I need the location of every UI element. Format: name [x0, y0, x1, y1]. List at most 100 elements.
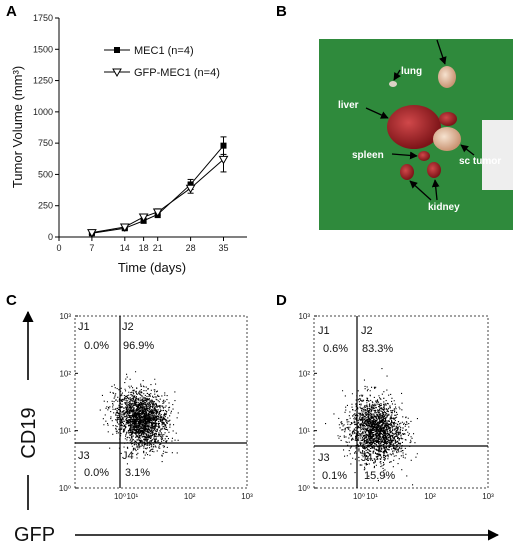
arrow-spleen — [391, 151, 418, 160]
x-tick-label: 10³ — [241, 492, 253, 501]
organ-photo: axillary lung liver spleen sc tumor kidn… — [319, 14, 513, 230]
flow-plot-c-frame — [74, 315, 248, 489]
y-tick-label: 0 — [48, 232, 53, 242]
gate-c-j2-name: J2 — [122, 321, 134, 333]
legend-marker-square — [114, 47, 120, 53]
data-point-triangle — [119, 223, 130, 232]
flow-plot-d-frame — [313, 315, 489, 489]
label-liver: liver — [338, 100, 359, 111]
panel-a-letter: A — [6, 3, 17, 20]
event-dots — [325, 368, 418, 486]
y-tick-label: 10¹ — [59, 427, 71, 436]
arrow-kidney-right — [431, 179, 440, 201]
label-sc-tumor: sc tumor — [459, 156, 501, 167]
liver-sample — [387, 105, 441, 149]
tumor-volume-chart: 0 250 500 750 1000 1250 1500 1750 0 7 14 18 21 28 35 T… — [10, 13, 247, 275]
label-kidney: kidney — [428, 202, 460, 213]
spleen-sample — [418, 151, 430, 161]
gate-d-j4-name: J4 — [361, 452, 373, 464]
gate-c-j4-name: J4 — [122, 450, 134, 462]
gate-c-j3-value: 0.0% — [84, 467, 109, 479]
x-axis-label: Time (days) — [118, 260, 186, 275]
y-tick-label: 1250 — [33, 76, 53, 86]
x-tick-label: 7 — [89, 243, 94, 253]
gate-d-j2-name: J2 — [361, 325, 373, 337]
x-tick-label: 18 — [139, 243, 149, 253]
y-tick-label: 250 — [38, 201, 53, 211]
data-point-triangle — [138, 213, 149, 222]
gate-c-j1-name: J1 — [78, 321, 90, 333]
liver-lobe-sample — [439, 112, 457, 126]
y-tick-label: 10² — [59, 369, 71, 378]
flow-plot-c-dots — [99, 371, 179, 465]
photo-card-edge — [482, 120, 513, 190]
series-line-0 — [91, 145, 224, 234]
label-axillary: axillary — [418, 14, 453, 25]
flow-plot-d-dots — [325, 368, 418, 486]
x-tick-label: 10² — [184, 492, 196, 501]
panel-b-letter: B — [276, 3, 287, 20]
y-tick-label: 1500 — [33, 44, 53, 54]
y-tick-label: 10⁰ — [298, 484, 310, 493]
y-tick-label: 1750 — [33, 13, 53, 23]
legend-entry: MEC1 (n=4) — [134, 45, 194, 57]
x-tick-label: 14 — [120, 243, 130, 253]
gfp-axis-label: GFP — [14, 524, 55, 546]
y-tick-label: 1000 — [33, 107, 53, 117]
y-tick-label: 10⁰ — [59, 484, 71, 493]
event-dots — [99, 371, 179, 465]
y-tick-label: 10¹ — [298, 427, 310, 436]
chart-series — [87, 136, 229, 238]
arrow-liver — [365, 107, 389, 119]
y-tick-label: 10² — [298, 369, 310, 378]
x-tick-label: 0 — [56, 243, 61, 253]
legend-entry: GFP-MEC1 (n=4) — [134, 67, 220, 79]
label-lung: lung — [401, 66, 422, 77]
data-point-triangle — [152, 208, 163, 217]
data-point-triangle — [185, 184, 196, 194]
x-tick-label: 10⁰ — [353, 492, 365, 501]
gate-c-j2-value: 96.9% — [123, 340, 154, 352]
label-spleen: spleen — [352, 150, 384, 161]
cd19-axis-label: CD19 — [18, 407, 40, 458]
y-axis-label: Tumor Volume (mm³) — [10, 66, 25, 188]
gate-d-j4-value: 15.9% — [364, 470, 395, 482]
y-tick-label: 750 — [38, 138, 53, 148]
gate-d-j1-name: J1 — [318, 325, 330, 337]
sc-tumor-sample — [433, 127, 461, 151]
x-tick-label: 10⁰ — [114, 492, 126, 501]
gate-d-j3-value: 0.1% — [322, 470, 347, 482]
arrow-sc-tumor — [460, 144, 475, 156]
x-tick-label: 28 — [186, 243, 196, 253]
lung-sample — [389, 81, 397, 87]
panel-d-letter: D — [276, 292, 287, 309]
gate-c-j4-value: 3.1% — [125, 467, 150, 479]
kidney-right-sample — [427, 162, 441, 178]
data-point-triangle — [87, 229, 97, 238]
gate-d-j1-value: 0.6% — [323, 343, 348, 355]
arrow-lung — [393, 69, 401, 81]
gate-c-j3-name: J3 — [78, 450, 90, 462]
data-point-square — [220, 142, 227, 149]
x-tick-label: 10² — [424, 492, 436, 501]
lymph-node-sample — [438, 66, 456, 88]
chart-axes: 0 250 500 750 1000 1250 1500 1750 0 7 14 18 21 28 35 — [33, 13, 247, 253]
x-tick-label: 35 — [218, 243, 228, 253]
gate-d-j3-name: J3 — [318, 452, 330, 464]
y-tick-label: 10³ — [298, 312, 310, 321]
series-line-1 — [91, 159, 224, 234]
x-tick-label: 10¹ — [366, 492, 378, 501]
chart-legend: MEC1 (n=4) GFP-MEC1 (n=4) — [104, 45, 220, 79]
gate-c-j1-value: 0.0% — [84, 340, 109, 352]
y-tick-label: 500 — [38, 169, 53, 179]
x-tick-label: 21 — [153, 243, 163, 253]
legend-marker-triangle — [112, 68, 122, 78]
y-tick-label: 10³ — [59, 312, 71, 321]
gate-d-j2-value: 83.3% — [362, 343, 393, 355]
kidney-left-sample — [400, 164, 414, 180]
flow-plot-c: J1 0.0% J2 96.9% J3 0.0% J4 3.1% 10⁰ 10⁰ 1… — [59, 312, 253, 501]
panel-c-letter: C — [6, 292, 17, 309]
